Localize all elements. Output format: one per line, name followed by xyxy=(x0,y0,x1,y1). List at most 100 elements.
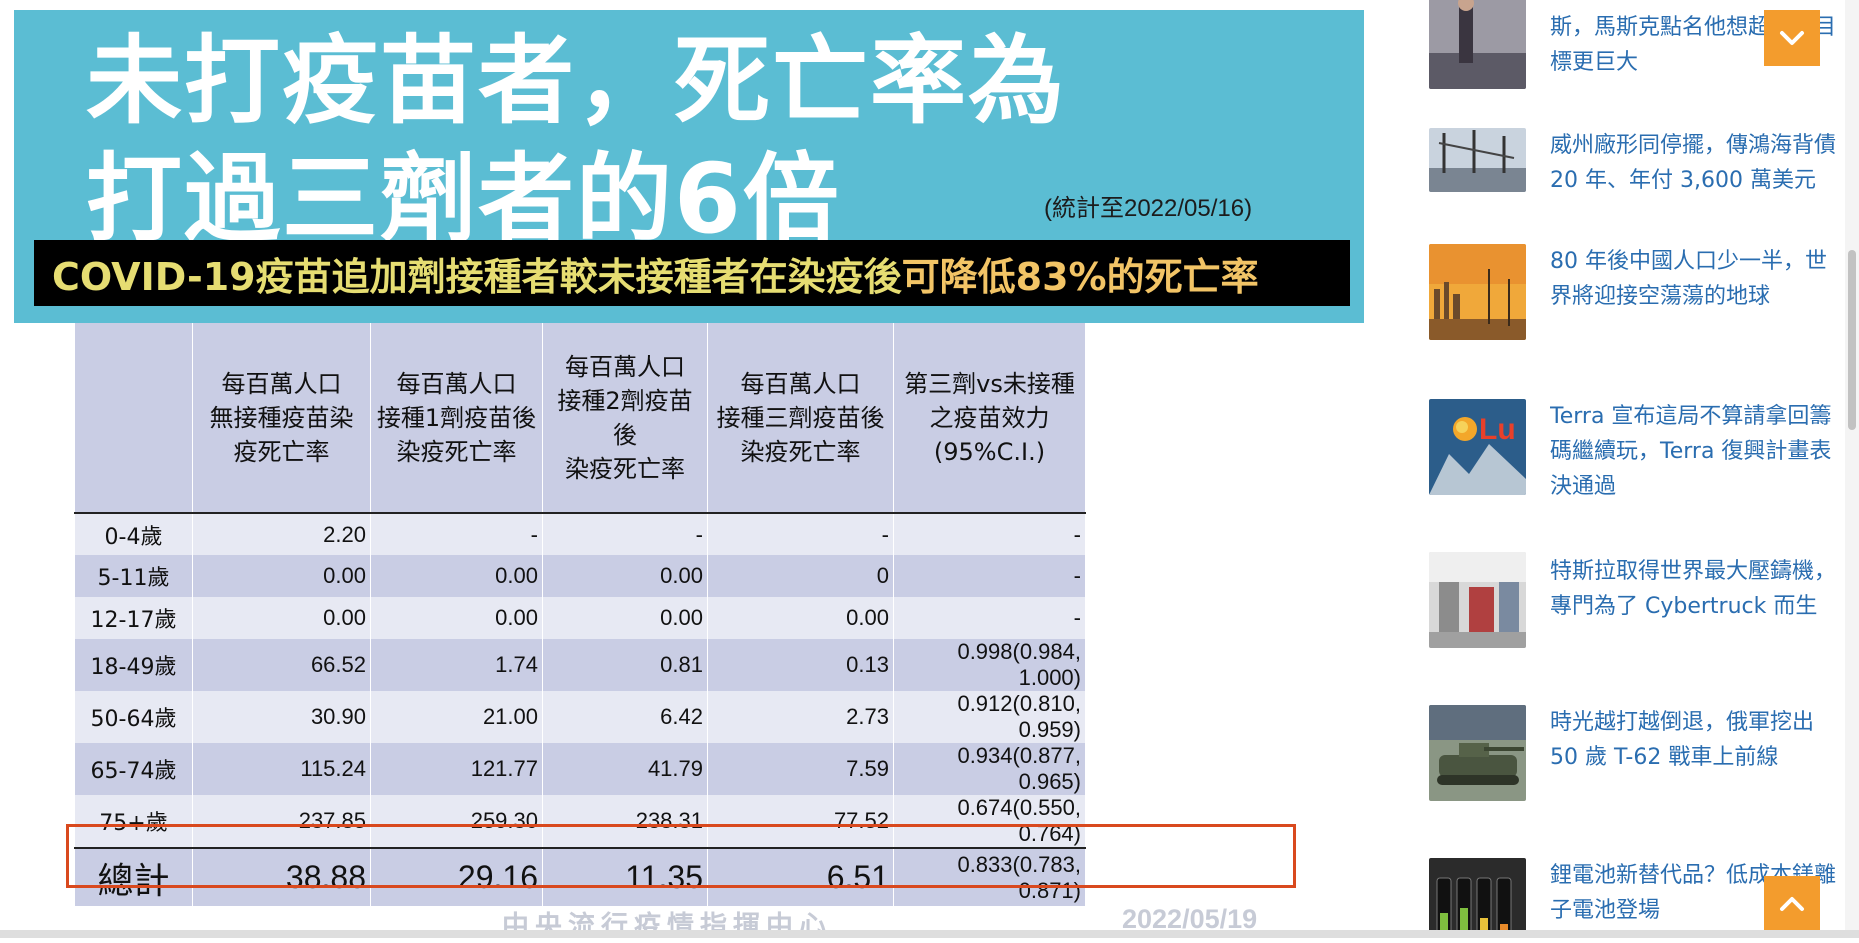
value-cell: 0.00 xyxy=(370,597,543,639)
table-row: 18-49歲 66.52 1.74 0.81 0.13 0.998(0.984,… xyxy=(74,639,1086,691)
value-cell: 21.00 xyxy=(370,691,543,743)
age-cell: 75+歲 xyxy=(74,795,193,848)
total-cell: 11.35 xyxy=(542,847,708,906)
age-cell: 50-64歲 xyxy=(74,691,193,743)
value-cell: 238.31 xyxy=(542,795,708,848)
value-cell: - xyxy=(893,555,1086,597)
total-row: 總計 38.88 29.16 11.35 6.51 0.833(0.783, 0… xyxy=(74,847,1086,906)
header-dose3: 每百萬人口 接種三劑疫苗後 染疫死亡率 xyxy=(707,323,894,514)
news-title-link[interactable]: Terra 宣布這局不算請拿回籌 碼繼續玩，Terra 復興計畫表 決通過 xyxy=(1550,404,1832,499)
scroll-up-button[interactable] xyxy=(1764,876,1820,932)
news-title-link[interactable]: 時光越打越倒退，俄軍挖出 50 歲 T-62 戰車上前線 xyxy=(1550,710,1815,770)
news-thumbnail[interactable] xyxy=(1429,128,1526,192)
city-sunset-photo-icon xyxy=(1429,244,1526,340)
table-row: 12-17歲 0.00 0.00 0.00 0.00 - xyxy=(74,597,1086,639)
value-cell: 0.13 xyxy=(707,639,894,691)
value-cell: 41.79 xyxy=(542,743,708,795)
svg-text:Lu: Lu xyxy=(1479,413,1516,446)
value-cell: 1.74 xyxy=(370,639,543,691)
total-cell: 0.833(0.783, 0.871) xyxy=(893,847,1086,906)
news-thumbnail[interactable] xyxy=(1429,244,1526,340)
value-cell: 7.59 xyxy=(707,743,894,795)
table-row: 5-11歲 0.00 0.00 0.00 0 - xyxy=(74,555,1086,597)
scrollbar-thumb[interactable] xyxy=(1848,250,1856,430)
news-title-link[interactable]: 80 年後中國人口少一半，世 界將迎接空蕩蕩的地球 xyxy=(1550,249,1827,309)
header-dose2: 每百萬人口 接種2劑疫苗後 染疫死亡率 xyxy=(542,323,708,514)
news-thumbnail[interactable] xyxy=(1429,858,1526,938)
subtitle-bar: COVID-19疫苗追加劑接種者較未接種者在染疫後 可降低83%的死亡率 xyxy=(34,240,1350,306)
chevron-up-icon xyxy=(1780,897,1804,911)
value-cell: 237.85 xyxy=(192,795,371,848)
age-cell: 12-17歲 xyxy=(74,597,193,639)
value-cell: - xyxy=(893,597,1086,639)
factory-photo-icon xyxy=(1429,128,1526,192)
news-thumbnail[interactable]: Lu xyxy=(1429,399,1526,495)
subtitle-part-1: COVID-19疫苗追加劑接種者較未接種者在染疫後 xyxy=(52,254,902,299)
header-efficacy: 第三劑vs未接種 之疫苗效力(95%C.I.) xyxy=(893,323,1086,514)
age-cell: 18-49歲 xyxy=(74,639,193,691)
table-header-row: 每百萬人口 無接種疫苗染 疫死亡率 每百萬人口 接種1劑疫苗後 染疫死亡率 每百… xyxy=(74,323,1086,514)
subtitle-part-2: 可降低83%的死亡率 xyxy=(901,254,1259,299)
total-cell: 38.88 xyxy=(192,847,371,906)
scroll-down-button[interactable] xyxy=(1764,10,1820,66)
header-age xyxy=(74,323,193,514)
age-cell: 0-4歲 xyxy=(74,513,193,555)
value-cell: 2.20 xyxy=(192,513,371,555)
news-item[interactable]: 特斯拉取得世界最大壓鑄機， 專門為了 Cybertruck 而生 xyxy=(1429,552,1859,652)
news-thumbnail[interactable] xyxy=(1429,0,1526,89)
value-cell: 0.00 xyxy=(542,597,708,639)
table-row: 75+歲 237.85 259.30 238.31 77.52 0.674(0.… xyxy=(74,795,1086,848)
headline-line-1: 未打疫苗者，死亡率為 xyxy=(86,25,1066,137)
value-cell: 30.90 xyxy=(192,691,371,743)
mortality-table: 每百萬人口 無接種疫苗染 疫死亡率 每百萬人口 接種1劑疫苗後 染疫死亡率 每百… xyxy=(74,323,1086,906)
value-cell: 259.30 xyxy=(370,795,543,848)
headline-banner: 未打疫苗者，死亡率為 打過三劑者的6倍 (統計至2022/05/16) COVI… xyxy=(14,10,1364,323)
value-cell: 0.934(0.877, 0.965) xyxy=(893,743,1086,795)
value-cell: 77.52 xyxy=(707,795,894,848)
news-title-link[interactable]: 威州廠形同停擺，傳鴻海背債 20 年、年付 3,600 萬美元 xyxy=(1550,133,1837,193)
header-unvaccinated: 每百萬人口 無接種疫苗染 疫死亡率 xyxy=(192,323,371,514)
total-cell: 6.51 xyxy=(707,847,894,906)
chevron-down-icon xyxy=(1780,31,1804,45)
luna-logo-photo-icon: Lu xyxy=(1429,399,1526,495)
value-cell: - xyxy=(370,513,543,555)
news-item[interactable]: 80 年後中國人口少一半，世 界將迎接空蕩蕩的地球 xyxy=(1429,240,1859,340)
table-row: 0-4歲 2.20 - - - - xyxy=(74,513,1086,555)
value-cell: 121.77 xyxy=(370,743,543,795)
value-cell: 0.00 xyxy=(707,597,894,639)
horizontal-scrollbar[interactable] xyxy=(0,930,1859,938)
value-cell: 0.00 xyxy=(370,555,543,597)
news-item[interactable]: 時光越打越倒退，俄軍挖出 50 歲 T-62 戰車上前線 xyxy=(1429,705,1859,805)
value-cell: 0.00 xyxy=(192,555,371,597)
value-cell: 0.00 xyxy=(192,597,371,639)
value-cell: 0.81 xyxy=(542,639,708,691)
news-item[interactable]: 威州廠形同停擺，傳鴻海背債 20 年、年付 3,600 萬美元 xyxy=(1429,124,1859,224)
battery-photo-icon xyxy=(1429,858,1526,938)
news-thumbnail[interactable] xyxy=(1429,705,1526,801)
value-cell: 0.00 xyxy=(542,555,708,597)
table-row: 50-64歲 30.90 21.00 6.42 2.73 0.912(0.810… xyxy=(74,691,1086,743)
value-cell: - xyxy=(893,513,1086,555)
top-edge xyxy=(0,0,1859,10)
value-cell: - xyxy=(542,513,708,555)
value-cell: 6.42 xyxy=(542,691,708,743)
news-item[interactable]: Lu Terra 宣布這局不算請拿回籌 碼繼續玩，Terra 復興計畫表 決通過 xyxy=(1429,396,1859,506)
headline-line-2: 打過三劑者的6倍 xyxy=(86,143,841,255)
value-cell: 0.674(0.550, 0.764) xyxy=(893,795,1086,848)
header-dose1: 每百萬人口 接種1劑疫苗後 染疫死亡率 xyxy=(370,323,543,514)
headline: 未打疫苗者，死亡率為 打過三劑者的6倍 xyxy=(86,22,1186,258)
related-news-sidebar: 斯，馬斯克點名他想超越的目 標更巨大 威州廠形同停擺，傳鴻海背債 20 年、年付… xyxy=(1420,0,1859,938)
scrollbar-track[interactable] xyxy=(1845,0,1859,938)
value-cell: 115.24 xyxy=(192,743,371,795)
value-cell: 0.912(0.810, 0.959) xyxy=(893,691,1086,743)
value-cell: 2.73 xyxy=(707,691,894,743)
news-item[interactable]: 斯，馬斯克點名他想超越的目 標更巨大 xyxy=(1429,0,1859,89)
news-thumbnail[interactable] xyxy=(1429,552,1526,648)
news-title-link[interactable]: 特斯拉取得世界最大壓鑄機， 專門為了 Cybertruck 而生 xyxy=(1550,559,1837,619)
value-cell: 66.52 xyxy=(192,639,371,691)
value-cell: 0 xyxy=(707,555,894,597)
press-machine-photo-icon xyxy=(1429,552,1526,648)
age-cell: 5-11歲 xyxy=(74,555,193,597)
total-cell: 29.16 xyxy=(370,847,543,906)
age-cell: 65-74歲 xyxy=(74,743,193,795)
